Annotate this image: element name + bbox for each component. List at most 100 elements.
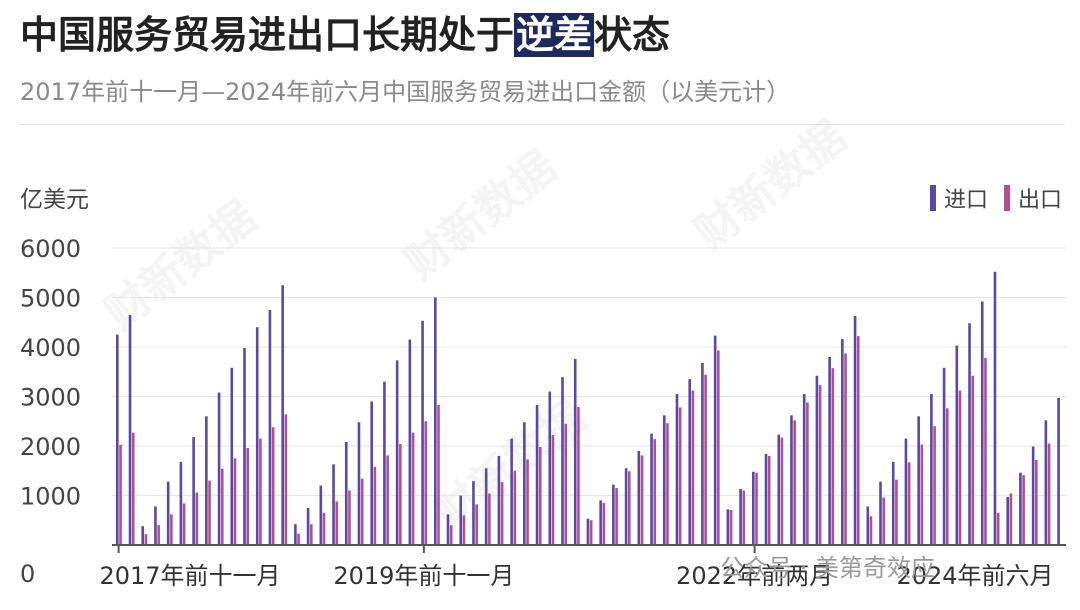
y-tick-label: 6000: [20, 235, 81, 263]
export-bar: [589, 520, 593, 545]
import-bar: [472, 481, 475, 545]
y-tick-label: 0: [20, 560, 35, 588]
legend-item-export: 出口: [1003, 182, 1062, 214]
import-bar: [192, 437, 195, 545]
import-bar: [154, 506, 157, 545]
legend: 进口 出口: [929, 182, 1062, 214]
import-bar: [395, 360, 399, 545]
import-bar: [942, 367, 946, 545]
export-bar: [895, 479, 898, 545]
import-bar: [434, 297, 437, 545]
export-bar: [399, 444, 402, 545]
export-bar: [170, 514, 173, 545]
y-tick-label: 2000: [20, 433, 81, 461]
import-bar: [853, 315, 857, 545]
export-bar: [704, 374, 707, 545]
export-bar: [678, 407, 682, 545]
y-tick-label: 3000: [20, 384, 81, 412]
import-bar: [675, 394, 679, 545]
import-bar: [662, 415, 666, 545]
export-bar: [882, 497, 885, 545]
import-bar: [332, 464, 335, 545]
import-bar: [612, 484, 615, 545]
export-bar: [742, 490, 746, 545]
export-bar: [933, 426, 936, 545]
export-bar: [182, 503, 186, 545]
import-bar: [523, 422, 526, 545]
wechat-credit-text: 公众号 · 美第奇效应: [720, 554, 935, 582]
import-bar: [268, 309, 272, 546]
export-bar: [971, 375, 975, 545]
import-bar: [116, 334, 119, 546]
import-bar: [243, 347, 246, 545]
export-bar: [259, 438, 262, 545]
export-bar: [996, 512, 1000, 545]
import-bar: [497, 455, 501, 545]
export-bar: [755, 472, 758, 545]
y-tick-label: 4000: [20, 334, 81, 362]
export-bar: [526, 459, 529, 545]
chart-title: 中国服务贸易进出口长期处于逆差状态: [20, 4, 670, 59]
import-bar: [917, 416, 920, 545]
export-bar: [691, 390, 695, 545]
export-bar: [386, 455, 389, 545]
import-bar: [713, 335, 717, 545]
export-bar: [233, 458, 237, 546]
export-bar: [513, 470, 517, 545]
export-bar: [335, 501, 339, 545]
import-bar: [484, 468, 488, 545]
y-axis-unit: 亿美元: [20, 187, 89, 213]
export-bar: [475, 504, 478, 545]
legend-swatch-import: [929, 185, 936, 211]
import-bar: [1019, 472, 1022, 545]
import-bar: [281, 285, 284, 546]
import-bar: [294, 524, 297, 545]
export-bar: [551, 435, 555, 545]
import-bar: [955, 345, 959, 545]
export-bar: [984, 357, 987, 545]
export-bar: [958, 390, 962, 545]
x-tick-label: 2024年前六月: [896, 562, 1053, 590]
import-bar: [573, 358, 577, 545]
export-bar: [831, 368, 835, 545]
export-bar: [844, 353, 847, 545]
import-bar: [459, 495, 463, 545]
import-bar: [370, 401, 373, 545]
import-bar: [879, 481, 882, 545]
export-bar: [793, 420, 796, 545]
import-bar: [1057, 397, 1060, 545]
import-bar: [141, 526, 145, 545]
import-bar: [802, 394, 806, 545]
y-tick-label: 5000: [20, 285, 81, 313]
import-bar: [841, 339, 844, 545]
import-bar: [599, 500, 602, 545]
import-bar: [344, 442, 348, 545]
export-bar: [462, 515, 466, 545]
import-bar: [866, 506, 870, 545]
export-bar: [144, 534, 148, 545]
export-bar: [157, 525, 160, 545]
export-bar: [373, 466, 377, 545]
legend-label-import: 进口: [943, 188, 988, 213]
import-bar: [1044, 420, 1048, 545]
import-bar: [891, 461, 895, 545]
import-bar: [166, 481, 170, 545]
export-bar: [284, 414, 288, 545]
import-bar: [510, 438, 513, 545]
export-bar: [1035, 459, 1038, 545]
import-bar: [980, 301, 984, 545]
import-bar: [752, 471, 755, 545]
x-tick-label: 2017年前十一月: [99, 562, 280, 590]
import-bar: [383, 381, 386, 545]
import-bar: [790, 415, 793, 545]
export-bar: [220, 468, 224, 545]
export-bar: [500, 482, 504, 545]
import-bar: [624, 468, 628, 545]
export-bar: [806, 402, 809, 545]
import-bar: [650, 433, 653, 546]
import-bar: [1031, 446, 1035, 545]
legend-swatch-export: [1003, 185, 1010, 211]
x-tick-label: 2019年前十一月: [333, 562, 514, 590]
import-bar: [306, 507, 310, 546]
export-bar: [1022, 475, 1025, 545]
